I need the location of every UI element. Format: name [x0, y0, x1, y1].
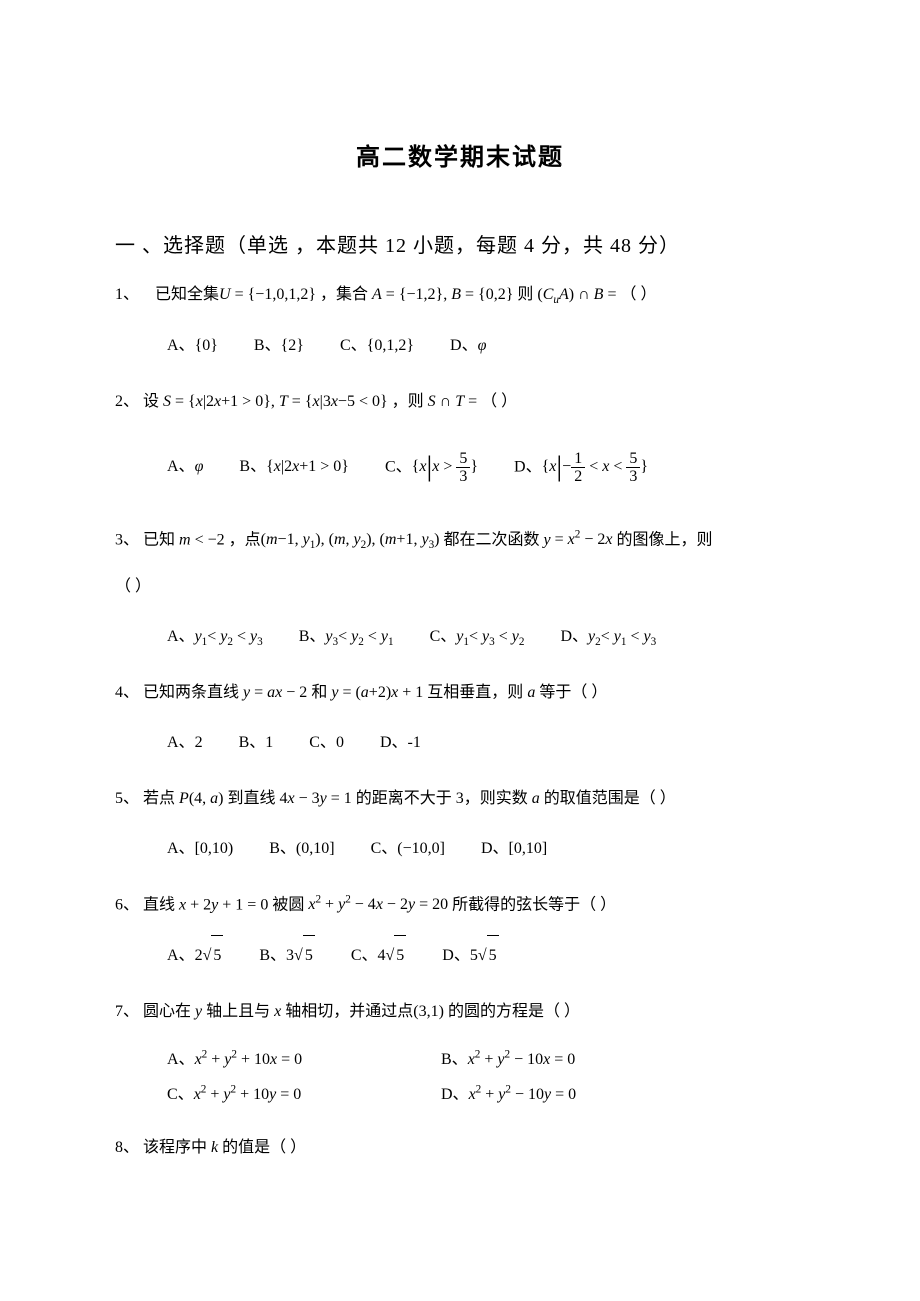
q5-opt-d: D、[0,10]: [481, 829, 547, 869]
q1-stem: 已知全集U = {−1,0,1,2} ，集合 A = {−1,2}, B = {…: [155, 286, 656, 303]
q7-num: 7、: [115, 1003, 139, 1020]
q1-num: 1、: [115, 286, 151, 303]
question-1: 1、 已知全集U = {−1,0,1,2} ，集合 A = {−1,2}, B …: [115, 279, 805, 312]
q6-options: A、25 B、35 C、45 D、55: [167, 935, 805, 976]
question-7: 7、 圆心在 y 轴上且与 x 轴相切，并通过点(3,1) 的圆的方程是（ ）: [115, 996, 805, 1028]
question-4: 4、 已知两条直线 y = ax − 2 和 y = (a+2)x + 1 互相…: [115, 677, 805, 709]
q5-opt-a: A、[0,10): [167, 829, 233, 869]
section-heading: 一 、选择题（单选 ，本题共 12 小题，每题 4 分，共 48 分）: [115, 231, 805, 261]
q1-opt-a: A、{0}: [167, 326, 218, 366]
question-3: 3、 已知 m < −2 ，点(m−1, y1), (m, y2), (m+1,…: [115, 524, 805, 557]
q1-opt-c: C、{0,1,2}: [340, 326, 414, 366]
q4-num: 4、: [115, 684, 139, 701]
q4-opt-c: C、0: [309, 723, 344, 763]
q2-opt-b: B、{x|2x+1 > 0}: [239, 447, 349, 487]
q7-options: A、x2 + y2 + 10x = 0 B、x2 + y2 − 10x = 0 …: [167, 1042, 805, 1112]
q3-opt-b: B、y3< y2 < y1: [299, 617, 394, 657]
q8-stem: 该程序中 k 的值是（ ）: [143, 1139, 306, 1156]
q6-stem: 直线 x + 2y + 1 = 0 被圆 x2 + y2 − 4x − 2y =…: [143, 896, 616, 913]
q2-opt-d: D、{x|−12 < x < 53}: [514, 432, 648, 504]
q4-options: A、2 B、1 C、0 D、-1: [167, 723, 805, 763]
q3-opt-d: D、y2< y1 < y3: [560, 617, 656, 657]
q6-num: 6、: [115, 896, 139, 913]
q7-stem: 圆心在 y 轴上且与 x 轴相切，并通过点(3,1) 的圆的方程是（ ）: [143, 1003, 580, 1020]
q2-opt-a: A、φ: [167, 447, 203, 487]
q5-opt-c: C、(−10,0]: [371, 829, 445, 869]
q5-options: A、[0,10) B、(0,10] C、(−10,0] D、[0,10]: [167, 829, 805, 869]
q3-stem: 已知 m < −2 ，点(m−1, y1), (m, y2), (m+1, y3…: [143, 531, 712, 548]
q5-stem: 若点 P(4, a) 到直线 4x − 3y = 1 的距离不大于 3，则实数 …: [143, 790, 676, 807]
q5-opt-b: B、(0,10]: [269, 829, 334, 869]
q6-opt-d: D、55: [442, 935, 498, 976]
q1-options: A、{0} B、{2} C、{0,1,2} D、φ: [167, 326, 805, 366]
q6-opt-b: B、35: [259, 935, 314, 976]
q7-opt-c: C、x2 + y2 + 10y = 0: [167, 1077, 437, 1112]
q4-opt-d: D、-1: [380, 723, 421, 763]
q7-opt-d: D、x2 + y2 − 10y = 0: [441, 1077, 711, 1112]
q4-opt-a: A、2: [167, 723, 203, 763]
q8-num: 8、: [115, 1139, 139, 1156]
q7-opt-a: A、x2 + y2 + 10x = 0: [167, 1042, 437, 1077]
q1-opt-d: D、φ: [450, 326, 486, 366]
page-title: 高二数学期末试题: [115, 140, 805, 176]
q2-num: 2、: [115, 393, 139, 410]
q1-opt-b: B、{2}: [254, 326, 304, 366]
question-8: 8、 该程序中 k 的值是（ ）: [115, 1132, 805, 1164]
q6-opt-c: C、45: [351, 935, 406, 976]
question-5: 5、 若点 P(4, a) 到直线 4x − 3y = 1 的距离不大于 3，则…: [115, 783, 805, 815]
question-2: 2、 设 S = {x|2x+1 > 0}, T = {x|3x−5 < 0} …: [115, 386, 805, 418]
q3-opt-a: A、y1< y2 < y3: [167, 617, 263, 657]
question-6: 6、 直线 x + 2y + 1 = 0 被圆 x2 + y2 − 4x − 2…: [115, 889, 805, 921]
q6-opt-a: A、25: [167, 935, 223, 976]
q3-options: A、y1< y2 < y3 B、y3< y2 < y1 C、y1< y3 < y…: [167, 617, 805, 657]
q5-num: 5、: [115, 790, 139, 807]
q2-opt-c: C、{x|x > 53}: [385, 432, 478, 504]
q7-opt-b: B、x2 + y2 − 10x = 0: [441, 1042, 711, 1077]
q2-stem: 设 S = {x|2x+1 > 0}, T = {x|3x−5 < 0} ，则 …: [143, 393, 517, 410]
q3-num: 3、: [115, 531, 139, 548]
q4-opt-b: B、1: [239, 723, 274, 763]
q3-continuation: （ ）: [115, 571, 805, 603]
q3-opt-c: C、y1< y3 < y2: [430, 617, 525, 657]
q2-options: A、φ B、{x|2x+1 > 0} C、{x|x > 53} D、{x|−12…: [167, 432, 805, 504]
q4-stem: 已知两条直线 y = ax − 2 和 y = (a+2)x + 1 互相垂直，…: [143, 684, 607, 701]
